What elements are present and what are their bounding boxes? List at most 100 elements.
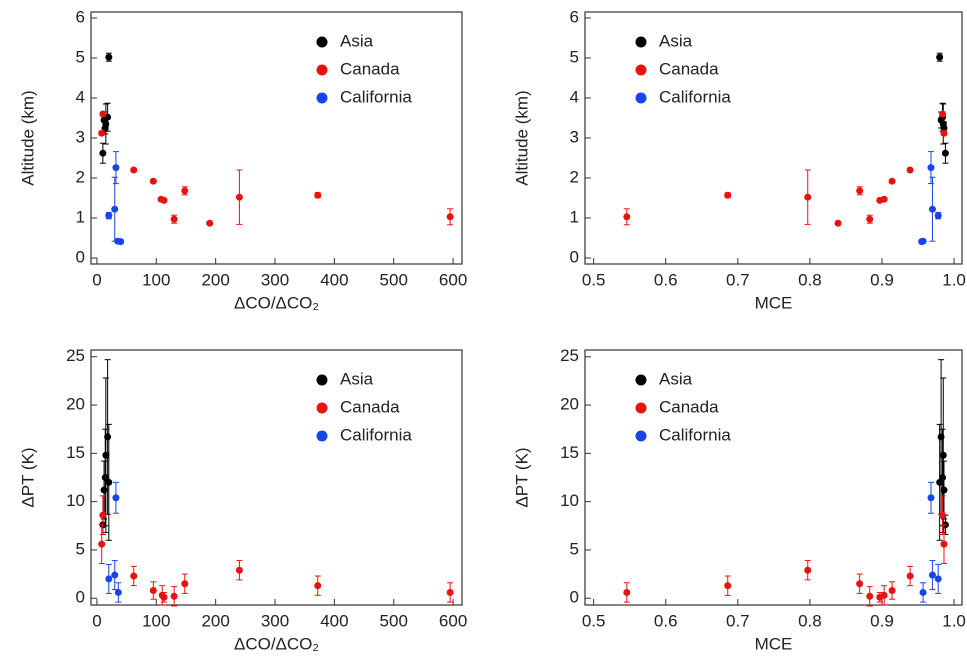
x-tick-label: 0.6 — [654, 270, 678, 289]
y-tick-label: 15 — [560, 443, 579, 462]
point — [927, 164, 935, 172]
point — [111, 571, 119, 579]
point — [936, 53, 944, 61]
point — [114, 588, 122, 596]
y-tick-label: 5 — [76, 47, 85, 66]
legend-label: Canada — [659, 59, 719, 78]
point — [928, 571, 936, 579]
panel: 0.5 0.6 0.7 0.8 0.9 1.0 0 5 10 15 20 25 MCE ΔPT (K) As… — [512, 346, 965, 653]
y-axis-label: ΔPT (K) — [512, 447, 531, 507]
point — [937, 433, 945, 441]
point — [206, 219, 214, 227]
point — [940, 124, 948, 132]
legend-label: Asia — [340, 369, 374, 388]
legend-label: Asia — [340, 31, 374, 50]
x-tick-label: 1.0 — [942, 611, 966, 630]
x-tick-label: 100 — [142, 611, 170, 630]
x-tick-label: 400 — [320, 270, 348, 289]
y-tick-label: 10 — [66, 491, 85, 510]
legend-marker — [635, 92, 647, 104]
point — [940, 540, 948, 548]
x-tick-label: 100 — [142, 270, 170, 289]
x-tick-label: 0.6 — [654, 611, 678, 630]
point — [936, 478, 944, 486]
y-tick-label: 1 — [570, 207, 579, 226]
point — [623, 213, 631, 221]
y-tick-label: 0 — [76, 247, 85, 266]
point — [724, 582, 732, 590]
x-tick-label: 600 — [439, 611, 467, 630]
point — [934, 212, 942, 220]
x-tick-label: 200 — [201, 611, 229, 630]
x-axis-label: MCE — [755, 634, 793, 653]
point — [941, 149, 949, 157]
point — [804, 566, 812, 574]
x-tick-label: 0.8 — [798, 270, 822, 289]
point — [623, 588, 631, 596]
panel: 0 100 200 300 400 500 600 0 1 2 3 4 5 6 ΔCO/ΔCO₂ Altitu… — [18, 7, 467, 312]
point — [111, 205, 119, 213]
x-axis-label: MCE — [755, 293, 793, 312]
legend-marker — [635, 36, 647, 48]
point — [98, 540, 106, 548]
point — [446, 213, 454, 221]
point — [105, 575, 113, 583]
y-axis-label: Altitude (km) — [512, 90, 531, 185]
point — [724, 191, 732, 199]
point — [170, 592, 178, 600]
point — [101, 124, 109, 132]
point — [117, 238, 125, 246]
point — [104, 433, 112, 441]
point — [888, 587, 896, 595]
point — [130, 572, 138, 580]
legend-marker — [316, 374, 328, 386]
x-tick-label: 300 — [261, 270, 289, 289]
point — [99, 511, 107, 519]
y-tick-label: 3 — [76, 127, 85, 146]
point — [927, 494, 935, 502]
legend-label: Asia — [659, 369, 693, 388]
legend-label: Canada — [340, 59, 400, 78]
point — [99, 149, 107, 157]
y-tick-label: 6 — [570, 7, 579, 26]
legend-label: Canada — [340, 397, 400, 416]
point — [99, 110, 107, 118]
y-tick-label: 0 — [570, 247, 579, 266]
x-tick-label: 0 — [92, 611, 101, 630]
y-tick-label: 25 — [66, 346, 85, 365]
x-tick-label: 500 — [380, 611, 408, 630]
legend-marker — [635, 64, 647, 76]
legend-marker — [316, 64, 328, 76]
y-tick-label: 6 — [76, 7, 85, 26]
point — [112, 164, 120, 172]
x-tick-label: 0.5 — [582, 270, 606, 289]
y-tick-label: 1 — [76, 207, 85, 226]
point — [856, 580, 864, 588]
plot-frame — [584, 11, 963, 265]
point — [130, 166, 138, 174]
point — [181, 187, 189, 195]
y-tick-label: 25 — [560, 346, 579, 365]
x-axis-label: ΔCO/ΔCO₂ — [234, 293, 319, 312]
x-tick-label: 400 — [320, 611, 348, 630]
x-tick-label: 0.9 — [870, 611, 894, 630]
point — [235, 566, 243, 574]
point — [866, 215, 874, 223]
x-tick-label: 200 — [201, 270, 229, 289]
panel: 0.5 0.6 0.7 0.8 0.9 1.0 0 1 2 3 4 5 6 MCE Altitude (km… — [512, 7, 965, 312]
point — [105, 53, 113, 61]
point — [939, 511, 947, 519]
x-tick-label: 600 — [439, 270, 467, 289]
y-tick-label: 2 — [570, 167, 579, 186]
point — [940, 129, 948, 137]
point — [105, 212, 113, 220]
legend-marker — [635, 402, 647, 414]
x-tick-label: 300 — [261, 611, 289, 630]
legend-label: Canada — [659, 397, 719, 416]
point — [856, 187, 864, 195]
point — [876, 593, 884, 601]
x-axis-label: ΔCO/ΔCO₂ — [234, 634, 319, 653]
point — [919, 588, 927, 596]
x-tick-label: 0.5 — [582, 611, 606, 630]
